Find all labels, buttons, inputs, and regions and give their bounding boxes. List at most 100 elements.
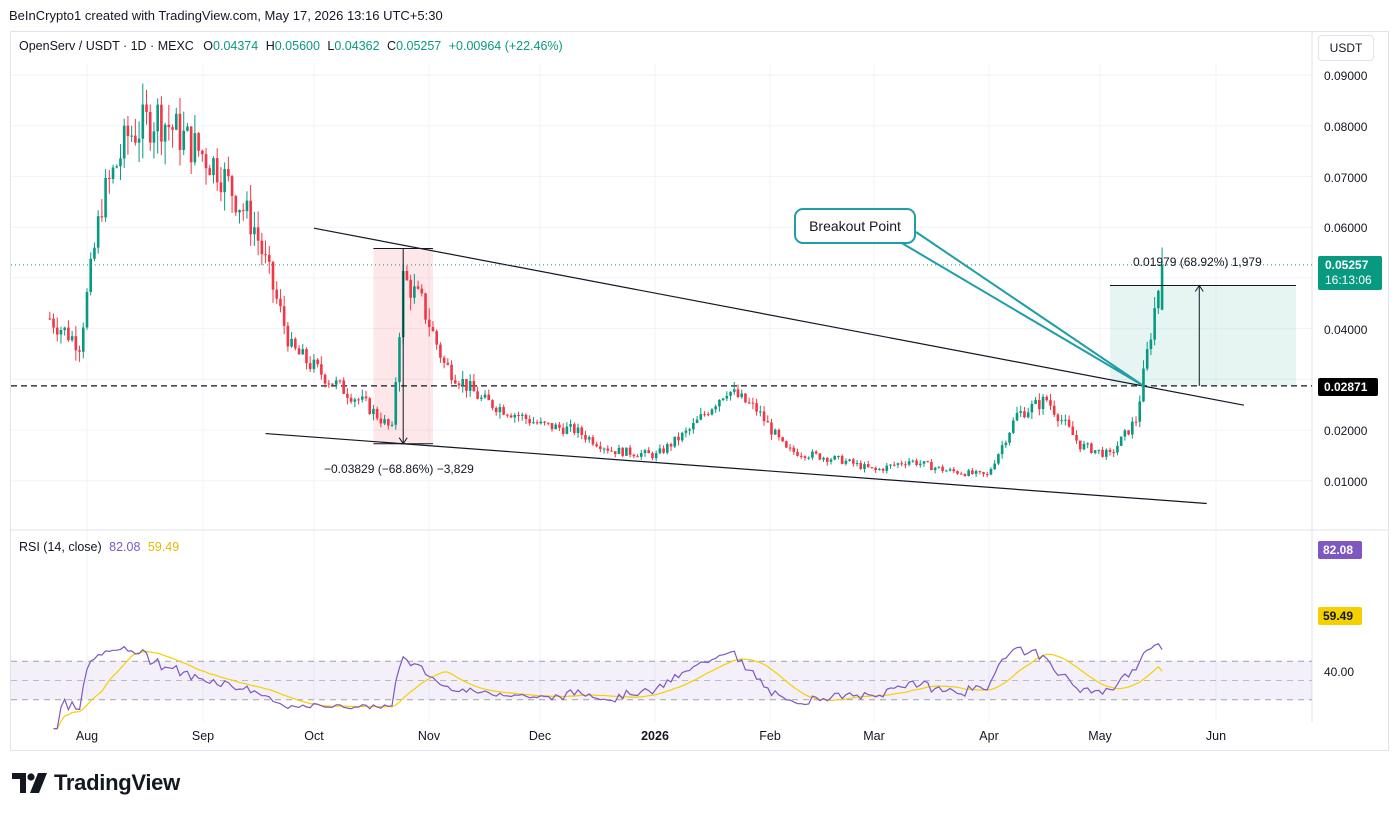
candle-body <box>1011 420 1015 433</box>
candle-body <box>1131 421 1134 435</box>
candle-body <box>487 394 491 401</box>
candle-body <box>684 430 688 433</box>
candle-body <box>956 471 959 474</box>
time-axis-label: May <box>1088 729 1112 743</box>
candle-body <box>1041 396 1045 410</box>
tradingview-logo[interactable]: TradingView <box>12 770 180 796</box>
candle-body <box>122 125 126 159</box>
price-axis-label: 0.01000 <box>1324 475 1368 489</box>
chart-frame <box>10 31 1389 751</box>
candle-body <box>985 474 989 476</box>
candle-body <box>160 104 163 142</box>
candle-body <box>535 422 539 424</box>
candle-body <box>881 468 885 471</box>
time-axis-label: Sep <box>191 729 215 743</box>
candle-body <box>945 470 948 472</box>
measure-up-label: 0.01979 (68.92%) 1,979 <box>1133 255 1262 269</box>
candle-body <box>825 457 829 462</box>
candle-body <box>721 398 725 400</box>
candle-body <box>1093 450 1097 453</box>
candle-body <box>610 450 613 452</box>
chart-attribution: BeInCrypto1 created with TradingView.com… <box>9 8 443 23</box>
measure-down-label: −0.03829 (−68.86%) −3,829 <box>324 462 474 476</box>
rsi-ma-line <box>53 650 1163 730</box>
candle-body <box>81 327 85 352</box>
candle-body <box>89 258 93 292</box>
candle-body <box>654 453 658 459</box>
candle-body <box>1052 405 1056 415</box>
candle-body <box>349 397 353 402</box>
rsi-label[interactable]: RSI (14, close) <box>19 540 102 554</box>
candle-body <box>1097 449 1101 451</box>
currency-button[interactable]: USDT <box>1318 35 1374 61</box>
candle-body <box>621 447 624 456</box>
candle-body <box>502 407 505 415</box>
price-axis-label: 0.07000 <box>1324 171 1368 185</box>
candle-body <box>565 426 569 434</box>
candle-body <box>119 158 122 167</box>
candle-body <box>892 464 896 466</box>
candle-body <box>569 424 572 427</box>
candle-body <box>297 348 301 355</box>
candle-body <box>301 349 305 355</box>
rsi-ma-value: 59.49 <box>147 540 180 554</box>
candle-body <box>658 448 662 454</box>
candle-body <box>111 167 115 180</box>
candle-body <box>271 261 275 290</box>
price-axis-label: 0.04000 <box>1324 323 1368 337</box>
candle-body <box>368 398 372 414</box>
breakout-callout[interactable]: Breakout Point <box>794 208 916 244</box>
candle-body <box>442 357 446 363</box>
candle-body <box>461 378 465 386</box>
candle-body <box>993 463 996 470</box>
candle-body <box>666 444 669 453</box>
candle-body <box>230 176 234 197</box>
time-axis-label: Nov <box>417 729 441 743</box>
symbol-label[interactable]: OpenServ / USDT · 1D · MEXC <box>19 39 194 53</box>
candle-body <box>933 467 937 471</box>
candle-body <box>528 419 531 424</box>
candle-body <box>1038 399 1041 410</box>
candle-body <box>509 415 513 418</box>
candle-body <box>937 466 941 468</box>
candle-body <box>1123 430 1127 437</box>
candle-body <box>506 414 509 416</box>
candle-body <box>859 462 863 469</box>
candle-body <box>141 104 145 139</box>
candle-body <box>617 447 621 455</box>
candle-body <box>480 397 483 399</box>
candle-body <box>67 327 70 341</box>
price-axis-label: 0.08000 <box>1324 120 1368 134</box>
candle-body <box>74 336 78 351</box>
candle-body <box>647 450 651 454</box>
time-axis-label: Feb <box>759 729 781 743</box>
candle-body <box>885 465 889 471</box>
candle-body <box>130 135 133 137</box>
candle-body <box>137 138 141 143</box>
candle-body <box>781 437 784 442</box>
candle-body <box>651 453 654 459</box>
candle-body <box>331 383 334 385</box>
candle-body <box>759 411 762 413</box>
candle-body <box>424 293 427 320</box>
candle-body <box>357 399 360 401</box>
candle-body <box>156 104 159 132</box>
candle-body <box>524 414 528 420</box>
candle-body <box>971 470 974 474</box>
candle-body <box>628 447 632 455</box>
candle-body <box>353 399 357 402</box>
candle-body <box>108 177 111 180</box>
candle-body <box>189 126 193 163</box>
candle-body <box>387 419 390 426</box>
gain-zone <box>1110 285 1296 386</box>
time-axis-label: Dec <box>528 729 552 743</box>
candle-body <box>517 414 520 416</box>
candle-body <box>1134 421 1138 423</box>
candle-body <box>115 166 119 168</box>
candle-body <box>1116 445 1119 453</box>
candle-body <box>413 286 416 298</box>
candle-body <box>323 374 327 384</box>
candle-body <box>918 463 922 465</box>
candle-body <box>152 131 156 143</box>
